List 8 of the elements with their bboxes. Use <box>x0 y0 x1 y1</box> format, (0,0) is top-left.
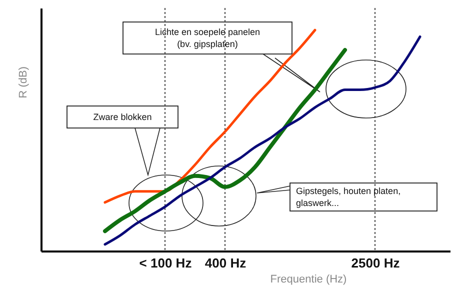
x-axis-title: Frequentie (Hz) <box>270 274 347 286</box>
y-axis-title: R (dB) <box>18 66 30 98</box>
annotation: Gipstegels, houten platen, glaswerk... <box>296 186 401 208</box>
x-tick-label: 2500 Hz <box>351 256 400 270</box>
x-tick-label: < 100 Hz <box>139 256 192 270</box>
annotation: Zware blokken <box>93 112 152 122</box>
x-tick-label: 400 Hz <box>204 256 247 270</box>
annotation: Lichte en soepele panelen (bv. gipsplaten) <box>154 27 260 49</box>
